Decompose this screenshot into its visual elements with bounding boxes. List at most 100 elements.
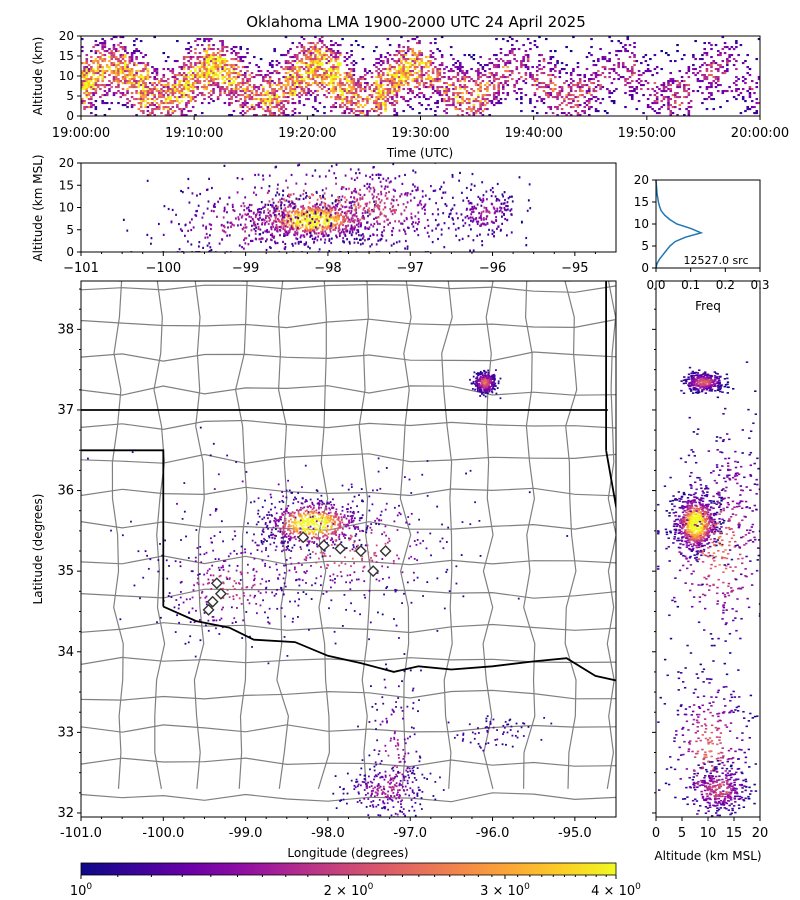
time-height-bin — [250, 106, 254, 109]
lon-alt-source — [312, 194, 315, 197]
lon-alt-source — [350, 201, 353, 204]
time-height-bin — [128, 80, 132, 83]
lon-alt-source — [352, 200, 354, 203]
time-height-bin — [409, 74, 412, 77]
time-height-bin — [630, 70, 634, 73]
time-height-bin — [117, 80, 120, 83]
lon-alt-source — [363, 217, 366, 220]
lon-alt-source — [345, 225, 348, 228]
time-height-bin — [264, 98, 267, 101]
time-height-bin — [291, 64, 295, 67]
time-height-bin — [343, 78, 347, 81]
time-height-bin — [513, 90, 516, 93]
time-height-bin — [157, 80, 161, 83]
time-height-bin — [210, 68, 213, 71]
time-height-bin — [273, 106, 276, 109]
time-height-bin — [658, 112, 661, 115]
time-height-bin — [124, 62, 127, 65]
time-height-bin — [463, 74, 467, 77]
time-height-bin — [587, 80, 591, 83]
time-height-bin — [232, 82, 236, 85]
time-height-bin — [96, 62, 100, 65]
time-height-bin — [415, 54, 419, 57]
time-height-bin — [719, 64, 722, 67]
lon-alt-source — [385, 239, 388, 242]
time-height-bin — [701, 54, 704, 57]
time-height-bin — [520, 88, 523, 91]
time-height-bin — [280, 66, 283, 69]
time-height-bin — [712, 60, 716, 63]
time-height-bin — [458, 102, 462, 105]
time-height-bin — [384, 108, 387, 111]
time-height-bin — [735, 60, 738, 63]
time-height-bin — [497, 86, 501, 89]
time-height-bin — [250, 86, 254, 89]
time-height-bin — [266, 110, 270, 113]
time-height-bin — [386, 78, 390, 81]
time-height-bin — [497, 66, 501, 69]
time-height-bin — [203, 72, 206, 75]
lon-alt-source — [338, 195, 341, 199]
time-height-bin — [323, 68, 326, 71]
time-height-bin — [352, 86, 356, 89]
time-height-bin — [126, 70, 129, 73]
time-height-bin — [314, 90, 317, 93]
time-height-bin — [348, 90, 351, 93]
time-height-bin — [139, 94, 143, 97]
time-height-bin — [488, 80, 491, 83]
time-height-bin — [655, 96, 659, 99]
time-height-bin — [447, 90, 451, 93]
lon-alt-source — [314, 169, 317, 172]
time-height-bin — [318, 50, 322, 53]
lon-alt-source — [263, 211, 265, 214]
time-height-bin — [585, 56, 589, 59]
time-height-bin — [243, 88, 247, 91]
time-height-bin — [350, 100, 353, 103]
time-height-bin — [230, 64, 233, 67]
time-height-bin — [653, 94, 657, 97]
lon-alt-source — [330, 224, 332, 227]
time-height-bin — [551, 56, 555, 59]
time-height-bin — [413, 80, 417, 83]
time-height-bin — [327, 76, 331, 79]
lon-alt-source — [271, 223, 274, 226]
time-height-bin — [216, 56, 220, 59]
lon-alt-source — [355, 199, 358, 203]
time-height-bin — [501, 84, 505, 87]
time-height-bin — [271, 92, 274, 95]
time-height-bin — [397, 64, 401, 67]
time-height-bin — [275, 98, 279, 101]
lon-alt-source — [323, 204, 326, 207]
time-height-bin — [210, 54, 213, 57]
time-height-bin — [617, 62, 620, 65]
lon-alt-source — [275, 223, 278, 227]
time-height-bin — [124, 48, 127, 51]
time-height-bin — [275, 72, 279, 75]
time-height-bin — [404, 60, 408, 63]
time-height-bin — [293, 88, 297, 91]
time-height-bin — [112, 92, 116, 95]
lon-alt-source — [310, 212, 313, 215]
time-height-bin — [275, 96, 279, 99]
time-height-bin — [114, 74, 118, 77]
lon-alt-source — [302, 211, 305, 214]
time-height-bin — [474, 84, 478, 87]
time-height-bin — [438, 94, 442, 97]
time-height-bin — [406, 72, 410, 75]
time-height-xtick-label: 20:00:00 — [731, 126, 789, 141]
lon-alt-source — [304, 243, 307, 246]
time-height-bin — [375, 70, 378, 73]
time-height-bin — [162, 52, 166, 55]
time-height-bin — [194, 80, 197, 83]
time-height-bin — [470, 88, 473, 91]
time-height-bin — [121, 70, 125, 73]
lon-alt-source — [335, 176, 337, 180]
time-height-bin — [81, 46, 84, 49]
lon-alt-source — [376, 234, 379, 237]
time-height-bin — [658, 108, 661, 111]
time-height-bin — [404, 78, 408, 81]
lon-alt-source — [291, 222, 294, 225]
time-height-bin — [146, 68, 150, 71]
lon-alt-source — [188, 201, 191, 204]
lon-alt-source — [366, 208, 369, 212]
